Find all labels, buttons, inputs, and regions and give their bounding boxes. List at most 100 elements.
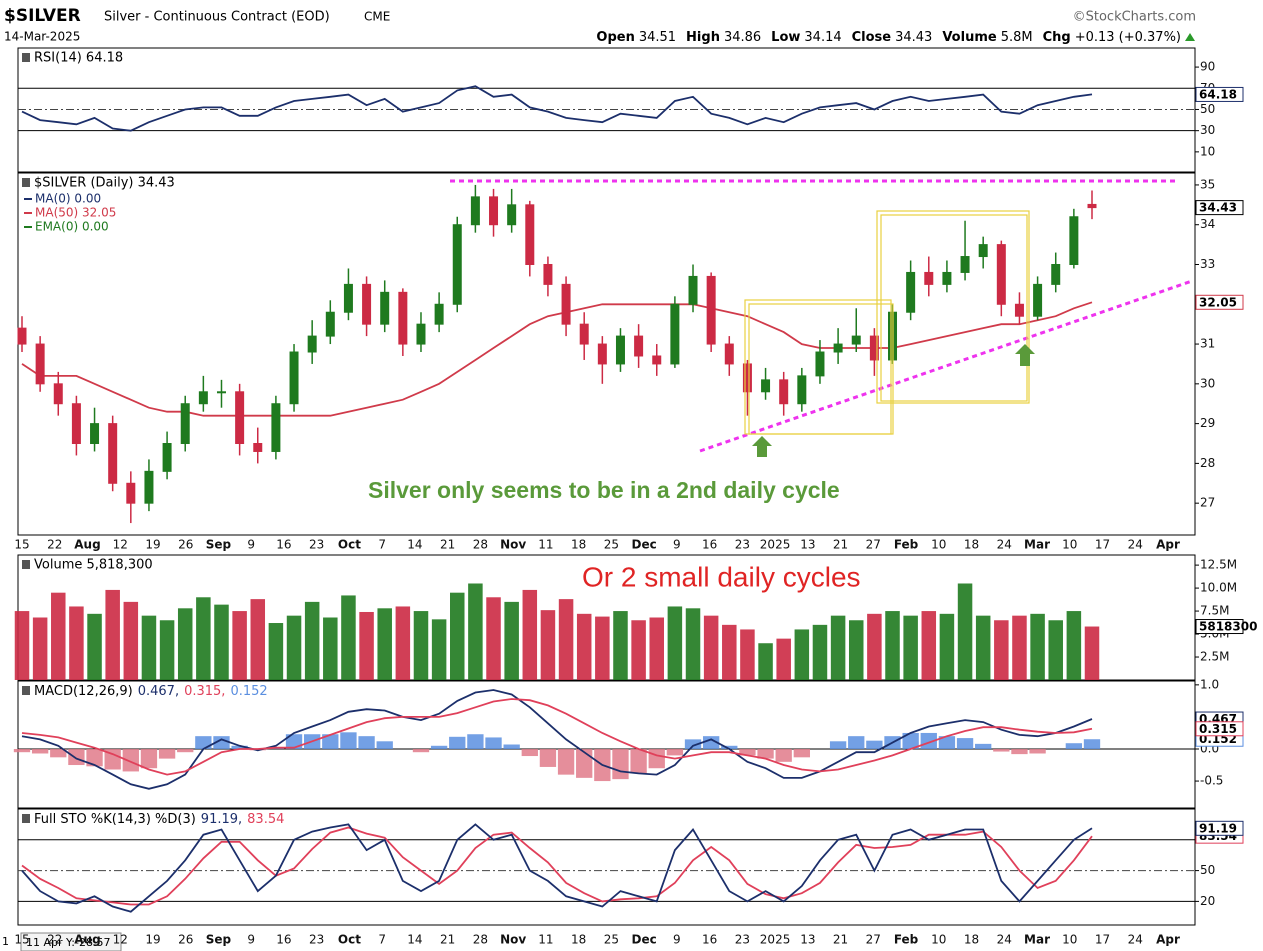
x-tick-label: 16 <box>276 933 291 947</box>
panel-icon <box>22 814 30 823</box>
x-tick-label: 11 <box>538 538 553 552</box>
candle-body <box>416 323 426 345</box>
candle-body <box>1014 303 1024 317</box>
x-tick-label: 25 <box>604 933 619 947</box>
candle-body <box>742 363 752 393</box>
x-tick-label: 12 <box>113 933 128 947</box>
candle-body <box>561 283 571 325</box>
x-tick-label: 18 <box>571 933 586 947</box>
candle-body <box>90 423 100 445</box>
candle-body <box>579 323 589 345</box>
x-tick-label: 10 <box>931 538 946 552</box>
volume-bar <box>830 615 846 680</box>
x-tick-label: 9 <box>673 538 681 552</box>
source: ©StockCharts.com <box>1073 10 1196 25</box>
y-tick-label: 10 <box>1200 144 1215 158</box>
volume-bar <box>177 608 193 680</box>
x-tick-label: 18 <box>964 538 979 552</box>
y-tick-label: -0.5 <box>1200 774 1223 788</box>
value-badge-label: 32.05 <box>1199 295 1237 309</box>
up-arrow <box>1185 33 1195 41</box>
histogram-bar <box>521 748 538 757</box>
volume-bar <box>613 611 628 680</box>
volume-bar <box>123 601 139 680</box>
x-tick-label: 24 <box>1128 538 1143 552</box>
x-tick-label: 24 <box>1128 933 1143 947</box>
quote-label: Volume <box>942 30 997 45</box>
series-line <box>21 85 1093 132</box>
cursor-readout: 11 Apr Y:-28.57 <box>26 936 110 949</box>
volume-bar <box>794 629 810 680</box>
candle-body <box>978 244 988 258</box>
y-tick-label: 1.0 <box>1200 677 1219 691</box>
y-tick-label: 20 <box>1200 894 1215 908</box>
x-tick-label: 28 <box>473 933 488 947</box>
value-badge <box>1195 294 1244 310</box>
series-line <box>21 301 1093 417</box>
value-badge-label: 64.18 <box>1199 87 1237 101</box>
symbol: $SILVER <box>4 6 81 26</box>
candle-body <box>35 343 45 385</box>
candle-body <box>434 303 444 325</box>
value-badge <box>1195 200 1244 216</box>
exchange: CME <box>364 10 390 24</box>
x-tick-label: 26 <box>178 933 193 947</box>
x-tick-label: 10 <box>931 933 946 947</box>
x-tick-label: 27 <box>866 933 881 947</box>
series-line <box>21 698 1093 776</box>
candle-body <box>942 271 952 285</box>
volume-bar <box>413 611 429 680</box>
value-badge-label: 34.43 <box>1199 201 1237 215</box>
x-tick-label: 19 <box>145 933 160 947</box>
y-tick-label: 30 <box>1200 376 1215 390</box>
x-tick-label: 7 <box>378 538 386 552</box>
x-tick-label: 17 <box>1095 538 1110 552</box>
x-tick-label: Dec <box>632 933 657 947</box>
histogram-bar <box>449 736 466 749</box>
panel-title: RSI(14) 64.18 <box>34 51 123 66</box>
series-line <box>21 823 1093 913</box>
y-tick-label: 10.0M <box>1200 581 1237 595</box>
panel-icon <box>22 178 30 187</box>
histogram-bar <box>122 748 139 772</box>
histogram-bar <box>684 739 702 749</box>
histogram-bar <box>467 734 484 749</box>
candle-body <box>1069 216 1079 265</box>
candle-body <box>126 482 136 504</box>
x-tick-label: 16 <box>702 933 717 947</box>
panel <box>17 47 1196 173</box>
x-tick-label: 26 <box>178 538 193 552</box>
candle-body <box>724 343 734 365</box>
histogram-bar <box>1065 743 1083 749</box>
x-tick-label: 14 <box>407 933 422 947</box>
annotation-text: Silver only seems to be in a 2nd daily c… <box>368 477 840 503</box>
volume-bar <box>649 617 664 680</box>
histogram-bar <box>485 737 502 749</box>
candle-body <box>525 204 535 265</box>
candle-body <box>307 335 317 353</box>
x-tick-label: Aug <box>74 538 100 552</box>
candle-body <box>833 343 843 353</box>
x-tick-label: Nov <box>500 933 526 947</box>
histogram-bar <box>31 748 49 754</box>
histogram-bar <box>630 748 647 774</box>
volume-bar <box>740 629 755 680</box>
candle-body <box>597 343 607 365</box>
volume-bar <box>341 595 356 680</box>
candle-body <box>470 196 480 226</box>
quote-label: Close <box>852 30 892 45</box>
volume-bar <box>758 643 773 680</box>
panel-title: Full STO %K(14,3) %D(3) 91.19, 83.54 <box>34 812 284 827</box>
volume-bar <box>812 624 828 680</box>
x-tick-label: 23 <box>735 538 750 552</box>
title-part: 83.54 <box>247 812 284 827</box>
candle-body <box>380 291 390 325</box>
histogram-bar <box>539 748 557 767</box>
x-tick-label: Aug <box>74 933 100 947</box>
histogram-bar <box>956 738 974 749</box>
y-tick-label: 27 <box>1200 496 1215 510</box>
legend-label: EMA(0) 0.00 <box>35 220 109 234</box>
volume-bar <box>286 615 302 680</box>
x-tick-label: Sep <box>206 933 232 947</box>
x-tick-label: 10 <box>1062 933 1077 947</box>
